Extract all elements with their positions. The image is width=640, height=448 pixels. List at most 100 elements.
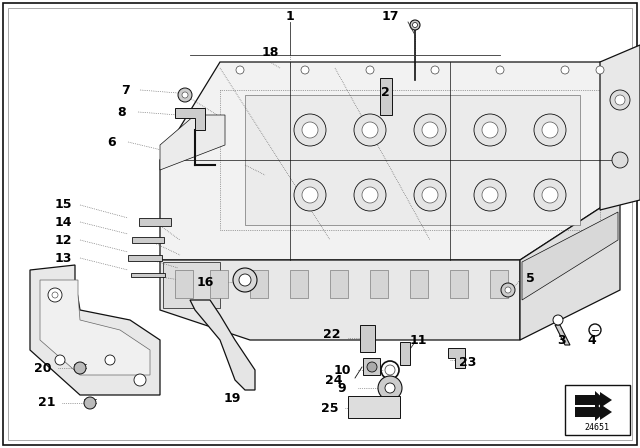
Circle shape xyxy=(378,376,402,400)
Text: 24: 24 xyxy=(324,374,342,387)
Circle shape xyxy=(301,66,309,74)
Text: 21: 21 xyxy=(38,396,56,409)
Circle shape xyxy=(354,114,386,146)
Circle shape xyxy=(294,179,326,211)
Circle shape xyxy=(362,187,378,203)
Circle shape xyxy=(366,66,374,74)
Text: 20: 20 xyxy=(35,362,52,375)
Polygon shape xyxy=(400,342,410,365)
Polygon shape xyxy=(30,265,160,395)
Polygon shape xyxy=(330,270,348,298)
Circle shape xyxy=(610,90,630,110)
Circle shape xyxy=(178,88,192,102)
Text: 10: 10 xyxy=(333,363,351,376)
Circle shape xyxy=(612,152,628,168)
Text: 17: 17 xyxy=(381,10,399,23)
Text: 2: 2 xyxy=(381,86,389,99)
Circle shape xyxy=(410,20,420,30)
Circle shape xyxy=(294,114,326,146)
Text: 1: 1 xyxy=(285,9,294,22)
Polygon shape xyxy=(175,108,205,130)
Text: 13: 13 xyxy=(55,251,72,264)
Circle shape xyxy=(561,66,569,74)
Text: 5: 5 xyxy=(525,271,534,284)
Polygon shape xyxy=(40,280,150,375)
Circle shape xyxy=(182,92,188,98)
Polygon shape xyxy=(348,396,400,418)
Text: 3: 3 xyxy=(557,333,566,346)
Circle shape xyxy=(236,66,244,74)
Polygon shape xyxy=(578,392,612,408)
Circle shape xyxy=(534,114,566,146)
Text: 19: 19 xyxy=(223,392,241,405)
Polygon shape xyxy=(245,95,580,225)
Circle shape xyxy=(48,288,62,302)
Circle shape xyxy=(367,362,377,372)
Circle shape xyxy=(482,187,498,203)
Circle shape xyxy=(422,122,438,138)
Text: 22: 22 xyxy=(323,328,340,341)
Text: 15: 15 xyxy=(55,198,72,211)
Circle shape xyxy=(431,66,439,74)
Circle shape xyxy=(385,365,395,375)
Text: 8: 8 xyxy=(118,105,126,119)
Polygon shape xyxy=(370,270,388,298)
Circle shape xyxy=(474,114,506,146)
Circle shape xyxy=(496,66,504,74)
Circle shape xyxy=(413,22,417,27)
Circle shape xyxy=(542,187,558,203)
Text: 11: 11 xyxy=(409,333,427,346)
Circle shape xyxy=(302,187,318,203)
Circle shape xyxy=(134,374,146,386)
Polygon shape xyxy=(410,270,428,298)
Polygon shape xyxy=(578,404,612,420)
Circle shape xyxy=(354,179,386,211)
Text: 18: 18 xyxy=(261,46,278,59)
Polygon shape xyxy=(575,391,605,409)
Circle shape xyxy=(542,122,558,138)
Polygon shape xyxy=(160,260,520,340)
Polygon shape xyxy=(128,255,162,261)
Polygon shape xyxy=(190,300,255,390)
Circle shape xyxy=(239,274,251,286)
Circle shape xyxy=(362,122,378,138)
Text: 23: 23 xyxy=(460,356,477,369)
Polygon shape xyxy=(360,325,375,352)
Text: 4: 4 xyxy=(588,333,596,346)
Circle shape xyxy=(474,179,506,211)
Polygon shape xyxy=(490,270,508,298)
Polygon shape xyxy=(210,270,228,298)
Circle shape xyxy=(55,355,65,365)
Polygon shape xyxy=(290,270,308,298)
Circle shape xyxy=(505,287,511,293)
Polygon shape xyxy=(163,262,220,308)
Circle shape xyxy=(302,122,318,138)
Polygon shape xyxy=(450,270,468,298)
Polygon shape xyxy=(522,212,618,300)
Circle shape xyxy=(233,268,257,292)
Polygon shape xyxy=(175,270,193,298)
Polygon shape xyxy=(448,348,465,368)
Polygon shape xyxy=(520,195,620,340)
Text: 24651: 24651 xyxy=(584,423,609,432)
Text: 14: 14 xyxy=(55,215,72,228)
Polygon shape xyxy=(140,218,171,226)
Circle shape xyxy=(615,95,625,105)
Text: 6: 6 xyxy=(108,135,116,148)
Bar xyxy=(565,385,630,435)
Circle shape xyxy=(84,397,96,409)
Circle shape xyxy=(534,179,566,211)
Circle shape xyxy=(482,122,498,138)
Polygon shape xyxy=(160,62,620,260)
Text: 12: 12 xyxy=(55,233,72,246)
Circle shape xyxy=(422,187,438,203)
Circle shape xyxy=(553,315,563,325)
Circle shape xyxy=(414,179,446,211)
Polygon shape xyxy=(380,78,392,115)
Polygon shape xyxy=(575,403,605,421)
Polygon shape xyxy=(132,237,164,243)
Circle shape xyxy=(596,66,604,74)
Polygon shape xyxy=(363,358,380,375)
Circle shape xyxy=(74,362,86,374)
Circle shape xyxy=(501,283,515,297)
